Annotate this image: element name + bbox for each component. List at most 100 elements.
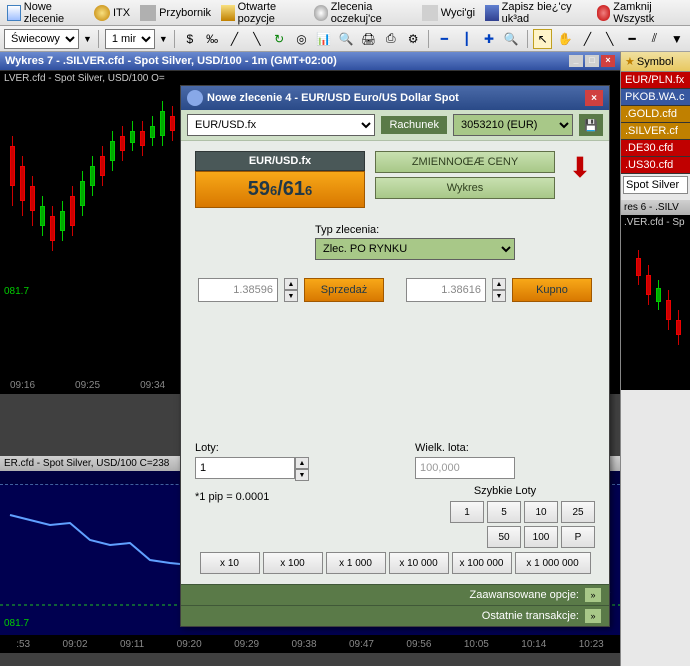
tool-dollar[interactable]: $ bbox=[181, 29, 199, 49]
chart1-titlebar[interactable]: Wykres 7 - .SILVER.cfd - Spot Silver, US… bbox=[0, 52, 620, 70]
chart-button[interactable]: Wykres bbox=[375, 177, 555, 199]
new-order-dialog: Nowe zlecenie 4 - EUR/USD Euro/US Dollar… bbox=[180, 85, 610, 627]
tool-down[interactable]: ▼ bbox=[668, 29, 686, 49]
dialog-titlebar[interactable]: Nowe zlecenie 4 - EUR/USD Euro/US Dollar… bbox=[181, 86, 609, 110]
star-icon: ★ bbox=[625, 55, 635, 68]
dialog-body: EUR/USD.fx 596/616 ZMIENNOŒÆ CENY Wykres… bbox=[181, 141, 609, 584]
chart1-ylabel: 081.7 bbox=[4, 286, 29, 297]
account-select[interactable]: 3053210 (EUR) bbox=[453, 114, 573, 136]
scissors-icon bbox=[422, 5, 438, 21]
sell-button[interactable]: Sprzedaż bbox=[304, 278, 384, 302]
tool-line1[interactable]: ╱ bbox=[225, 29, 243, 49]
fast-lot-1[interactable]: 1 bbox=[450, 501, 484, 523]
mini-chart-body[interactable] bbox=[621, 230, 690, 390]
tool-percent[interactable]: ‰ bbox=[203, 29, 221, 49]
dialog-close-button[interactable]: × bbox=[585, 90, 603, 106]
fast-lot-10[interactable]: 10 bbox=[524, 501, 558, 523]
chart2-xaxis: :5309:0209:11 09:2009:2909:38 09:4709:56… bbox=[0, 635, 620, 653]
sell-spin-up[interactable]: ▲ bbox=[284, 278, 298, 290]
volatility-button[interactable]: ZMIENNOŒÆ CENY bbox=[375, 151, 555, 173]
fast-mult-100000[interactable]: x 100 000 bbox=[452, 552, 512, 574]
mini-chart-sub: .VER.cfd - Sp bbox=[621, 215, 690, 230]
buy-spin-down[interactable]: ▼ bbox=[492, 290, 506, 302]
fast-lot-5[interactable]: 5 bbox=[487, 501, 521, 523]
tool-target[interactable]: ◎ bbox=[292, 29, 310, 49]
fast-lot-25[interactable]: 25 bbox=[561, 501, 595, 523]
tb-pending[interactable]: Zlecenia oczekuj'ce bbox=[311, 0, 414, 26]
sell-price-input[interactable] bbox=[198, 278, 278, 302]
dialog-title-text: Nowe zlecenie 4 - EUR/USD Euro/US Dollar… bbox=[207, 92, 459, 104]
fast-mult-100[interactable]: x 100 bbox=[263, 552, 323, 574]
tb-save-layout[interactable]: Zapisz bie¿'cy uk³ad bbox=[482, 0, 590, 26]
sell-spin-down[interactable]: ▼ bbox=[284, 290, 298, 302]
fast-lots-label: Szybkie Loty bbox=[415, 485, 595, 497]
chart1-min-icon[interactable]: _ bbox=[569, 55, 583, 67]
buy-button[interactable]: Kupno bbox=[512, 278, 592, 302]
tb-new-order[interactable]: Nowe zlecenie bbox=[4, 0, 87, 26]
tool-diag2[interactable]: ╲ bbox=[601, 29, 619, 49]
tool-export[interactable]: ⎙ bbox=[382, 29, 400, 49]
chart1-max-icon[interactable]: □ bbox=[585, 55, 599, 67]
tb-toolbox[interactable]: Przybornik bbox=[137, 4, 214, 22]
tool-settings[interactable]: ⚙ bbox=[404, 29, 422, 49]
fast-mult-10000[interactable]: x 10 000 bbox=[389, 552, 449, 574]
symbol-row[interactable]: PKOB.WA.c bbox=[621, 89, 690, 106]
globe-icon bbox=[94, 5, 110, 21]
price-display: 596/616 bbox=[195, 171, 365, 208]
tool-zoom[interactable]: 🔍 bbox=[337, 29, 355, 49]
fast-lot-p[interactable]: P bbox=[561, 526, 595, 548]
symbol-row[interactable]: .GOLD.cfd bbox=[621, 106, 690, 123]
tb-open-positions[interactable]: Otwarte pozycje bbox=[218, 0, 307, 26]
dialog-instrument-row: EUR/USD.fx Rachunek 3053210 (EUR) 💾 bbox=[181, 110, 609, 141]
fast-lot-100[interactable]: 100 bbox=[524, 526, 558, 548]
order-type-select[interactable]: Zlec. PO RYNKU bbox=[315, 238, 515, 260]
lots-input[interactable] bbox=[195, 457, 295, 479]
dialog-footer-advanced: Zaawansowane opcje: » bbox=[181, 584, 609, 605]
fast-mult-1000[interactable]: x 1 000 bbox=[326, 552, 386, 574]
symbol-row[interactable]: .US30.cfd bbox=[621, 157, 690, 174]
chart1-subtitle: LVER.cfd - Spot Silver, USD/100 O= bbox=[0, 70, 620, 86]
advanced-toggle[interactable]: » bbox=[585, 588, 601, 602]
symbol-row[interactable]: .DE30.cfd bbox=[621, 140, 690, 157]
buy-price-input[interactable] bbox=[406, 278, 486, 302]
pip-info: *1 pip = 0.0001 bbox=[195, 491, 375, 503]
tool-horiz2[interactable]: ━ bbox=[623, 29, 641, 49]
lots-spin-up[interactable]: ▲ bbox=[295, 457, 309, 469]
tool-horiz[interactable]: ━ bbox=[435, 29, 453, 49]
tb-close-all[interactable]: Zamknij Wszystk bbox=[594, 0, 686, 26]
tool-print[interactable]: 🖨 bbox=[359, 29, 377, 49]
symbol-row[interactable]: .SILVER.cf bbox=[621, 123, 690, 140]
chart1-close-icon[interactable]: × bbox=[601, 55, 615, 67]
lotsize-input bbox=[415, 457, 515, 479]
fast-mult-1000000[interactable]: x 1 000 000 bbox=[515, 552, 591, 574]
tool-line2[interactable]: ╲ bbox=[248, 29, 266, 49]
spot-input[interactable]: Spot Silver bbox=[623, 176, 688, 194]
recent-toggle[interactable]: » bbox=[585, 609, 601, 623]
symbols-header[interactable]: ★ Symbol bbox=[621, 52, 690, 72]
order-type-label: Typ zlecenia: bbox=[315, 224, 595, 236]
buy-spin-up[interactable]: ▲ bbox=[492, 278, 506, 290]
tool-refresh[interactable]: ↻ bbox=[270, 29, 288, 49]
tool-chan[interactable]: ⫽ bbox=[645, 29, 663, 49]
instrument-select[interactable]: EUR/USD.fx bbox=[187, 114, 375, 136]
dialog-footer-recent: Ostatnie transakcje: » bbox=[181, 605, 609, 626]
symbol-row[interactable]: EUR/PLN.fx bbox=[621, 72, 690, 89]
fast-lot-50[interactable]: 50 bbox=[487, 526, 521, 548]
tb-itx[interactable]: ITX bbox=[91, 4, 133, 22]
mini-chart-title[interactable]: res 6 - .SILV bbox=[621, 200, 690, 215]
tool-plus[interactable]: ✚ bbox=[480, 29, 498, 49]
tb-statements[interactable]: Wyci'gi bbox=[419, 4, 478, 22]
tool-diag1[interactable]: ╱ bbox=[578, 29, 596, 49]
fast-mult-10[interactable]: x 10 bbox=[200, 552, 260, 574]
tool-find[interactable]: 🔍 bbox=[502, 29, 520, 49]
chart-type-select[interactable]: Świecowy bbox=[4, 29, 79, 49]
save-button[interactable]: 💾 bbox=[579, 114, 603, 136]
tool-cursor[interactable]: ↖ bbox=[533, 29, 552, 49]
lots-spin-down[interactable]: ▼ bbox=[295, 469, 309, 481]
close-x-icon bbox=[597, 5, 611, 21]
lots-label: Loty: bbox=[195, 442, 375, 454]
tool-vert[interactable]: ┃ bbox=[458, 29, 476, 49]
tool-chart[interactable]: 📊 bbox=[315, 29, 333, 49]
tool-hand[interactable]: ✋ bbox=[556, 29, 574, 49]
interval-select[interactable]: 1 min bbox=[105, 29, 155, 49]
